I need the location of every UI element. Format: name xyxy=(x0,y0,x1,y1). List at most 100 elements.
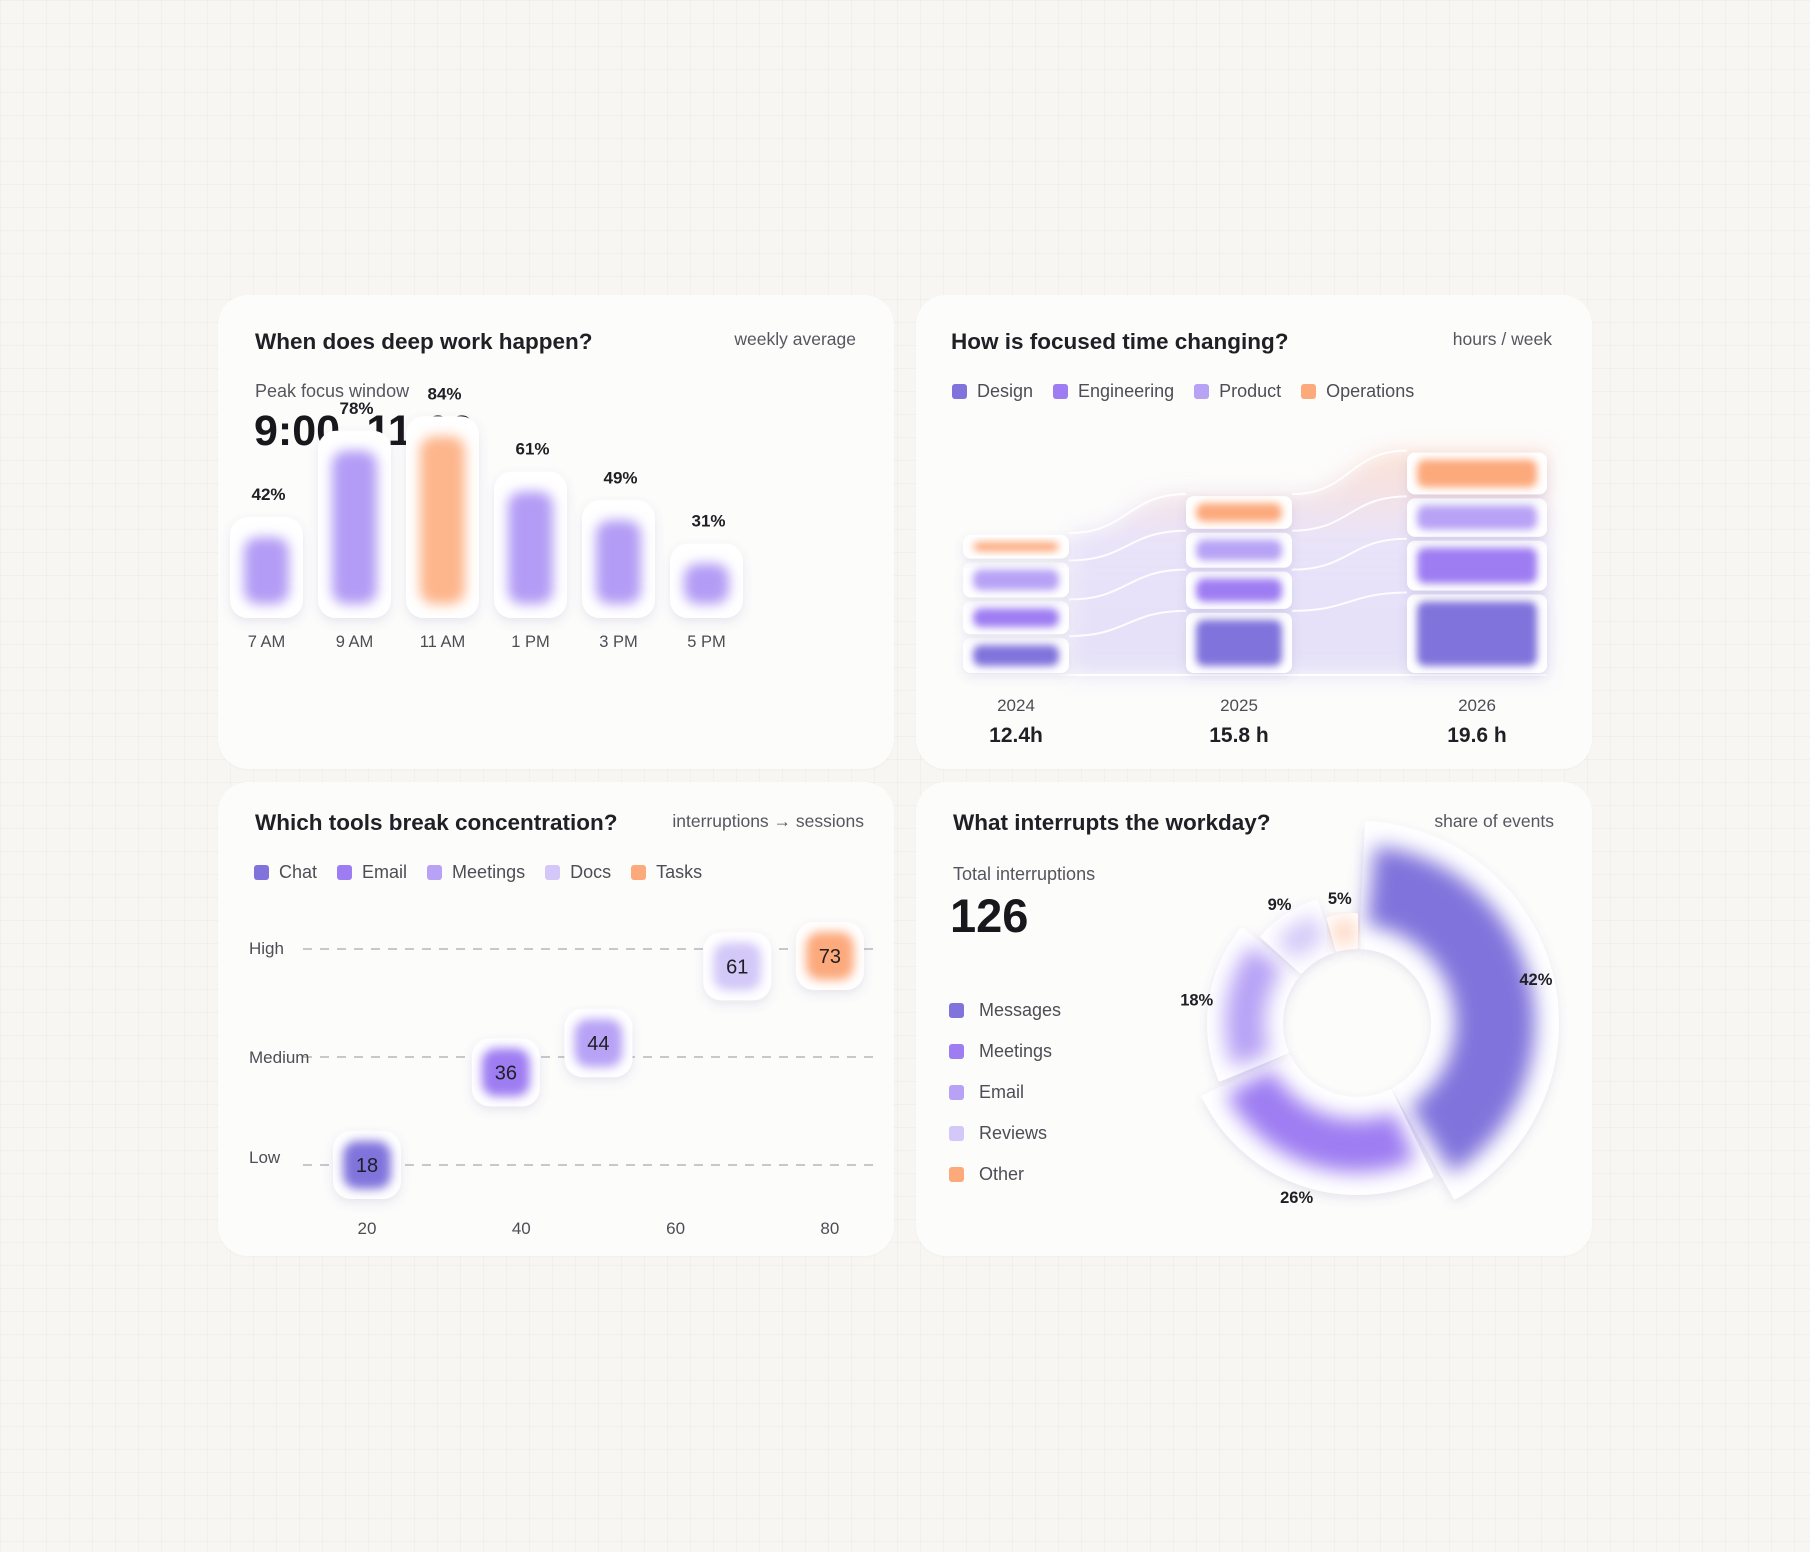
x-tick-label: 1 PM xyxy=(511,633,550,651)
card-subtitle: weekly average xyxy=(734,329,856,349)
focused-time-card: How is focused time changing? hours / we… xyxy=(916,295,1592,769)
card-title: What interrupts the workday? xyxy=(953,810,1271,835)
stack-segment xyxy=(1407,452,1547,495)
point-label: 73 xyxy=(819,946,841,968)
legend-item: Meetings xyxy=(427,862,525,883)
bar-value-label: 49% xyxy=(603,468,637,487)
x-tick-label: 2024 xyxy=(997,696,1035,715)
segment-fill xyxy=(1417,601,1537,666)
segment-fill xyxy=(973,542,1059,552)
legend-label: Other xyxy=(979,1164,1025,1184)
bar-value-label: 61% xyxy=(515,440,549,459)
deep-work-bar-chart: 42% 7 AM 78% 9 AM 84% 11 AM 61% 1 PM 49% 3 PM 31% 5… xyxy=(230,384,743,651)
stack-segment xyxy=(1186,532,1292,568)
segment-fill xyxy=(1196,539,1282,561)
x-tick-label: 2025 xyxy=(1220,696,1258,715)
point-fill xyxy=(343,1141,391,1189)
legend-swatch xyxy=(949,1126,964,1141)
interrupts-legend: Messages Meetings Email Reviews Other xyxy=(949,1000,1061,1205)
segment-fill xyxy=(1196,578,1282,602)
total-interruptions-value: 126 xyxy=(950,889,1029,942)
bar-value-label: 42% xyxy=(251,485,285,504)
bar-group xyxy=(230,517,303,618)
point-label: 18 xyxy=(356,1155,378,1177)
legend-item: Chat xyxy=(254,862,317,883)
donut-slice xyxy=(1201,1054,1434,1195)
slice-fill xyxy=(1225,1069,1416,1173)
legend-label: Meetings xyxy=(979,1041,1053,1061)
tools-legend: Chat Email Meetings Docs Tasks xyxy=(254,862,722,883)
x-tick-label: 9 AM xyxy=(336,633,374,651)
legend-swatch xyxy=(1194,384,1210,399)
stack-segment xyxy=(1186,571,1292,609)
point-fill xyxy=(574,1019,623,1068)
legend-label: Chat xyxy=(279,862,318,882)
card-subtitle: hours / week xyxy=(1452,329,1552,349)
legend-swatch xyxy=(949,1044,964,1059)
legend-item: Docs xyxy=(545,862,611,883)
card-title: Which tools break concentration? xyxy=(255,810,618,835)
bar xyxy=(596,520,641,604)
peak-focus-label: Peak focus window xyxy=(255,381,410,401)
interrupts-donut-chart: 42% 26% 18% 9% 5% xyxy=(1180,821,1559,1207)
segment-fill xyxy=(973,608,1059,628)
tools-card: Which tools break concentration? interru… xyxy=(218,782,894,1256)
legend-swatch xyxy=(949,1085,964,1100)
donut-slice xyxy=(1207,927,1300,1082)
slice-label: 9% xyxy=(1268,896,1292,914)
bar-group xyxy=(406,416,479,618)
x-tick-label: 3 PM xyxy=(599,633,638,651)
slice-label: 42% xyxy=(1519,971,1552,989)
stack-segment xyxy=(963,562,1069,598)
legend-item: Email xyxy=(337,862,407,883)
x-tick-label: 5 PM xyxy=(687,633,726,651)
segment-fill xyxy=(1417,547,1537,584)
point-fill xyxy=(805,931,854,980)
legend-label: Operations xyxy=(1326,381,1415,401)
bar-value-label: 84% xyxy=(427,384,461,403)
bar-group xyxy=(318,430,391,618)
point-fill xyxy=(713,942,762,991)
point-fill xyxy=(481,1048,530,1097)
x-tick-label: 11 AM xyxy=(420,633,466,651)
stack-segment xyxy=(1407,498,1547,537)
point-label: 44 xyxy=(587,1033,609,1055)
deep-work-card: When does deep work happen? weekly avera… xyxy=(218,295,894,769)
legend-item: Email xyxy=(949,1082,1061,1103)
slice-fill xyxy=(1224,945,1283,1068)
legend-label: Reviews xyxy=(979,1123,1048,1143)
legend-swatch xyxy=(427,865,443,880)
card-title: When does deep work happen? xyxy=(255,329,593,354)
segment-fill xyxy=(1196,619,1282,666)
stack-segment xyxy=(1186,612,1292,673)
legend-label: Design xyxy=(977,381,1034,401)
bar-value-label: 78% xyxy=(339,399,373,418)
legend-swatch xyxy=(949,1167,964,1182)
interrupts-card: What interrupts the workday? share of ev… xyxy=(916,782,1592,1256)
legend-item: Other xyxy=(949,1164,1061,1185)
stack-segment xyxy=(1407,594,1547,673)
bar-group xyxy=(494,471,567,618)
bar xyxy=(420,436,465,604)
focused-time-legend: Design Engineering Product Operations xyxy=(952,381,1434,402)
legend-item: Engineering xyxy=(1053,381,1174,402)
legend-label: Messages xyxy=(979,1000,1062,1020)
x-tick-label: 40 xyxy=(512,1219,531,1238)
bar xyxy=(332,450,377,604)
legend-swatch xyxy=(545,865,561,880)
scatter-point xyxy=(564,1009,633,1078)
slice-label: 5% xyxy=(1328,890,1352,908)
legend-label: Docs xyxy=(570,862,612,882)
legend-swatch xyxy=(952,384,967,399)
x-tick-label: 20 xyxy=(358,1219,377,1238)
scatter-point xyxy=(333,1131,401,1199)
y-tick-label: Medium xyxy=(249,1048,309,1067)
legend-label: Email xyxy=(362,862,408,882)
card-title: How is focused time changing? xyxy=(951,329,1289,354)
total-label: 19.6 h xyxy=(1447,724,1507,747)
legend-item: Messages xyxy=(949,1000,1061,1021)
point-label: 36 xyxy=(495,1062,517,1084)
segment-fill xyxy=(973,645,1059,666)
slice-fill xyxy=(1335,922,1353,942)
legend-item: Operations xyxy=(1301,381,1414,402)
